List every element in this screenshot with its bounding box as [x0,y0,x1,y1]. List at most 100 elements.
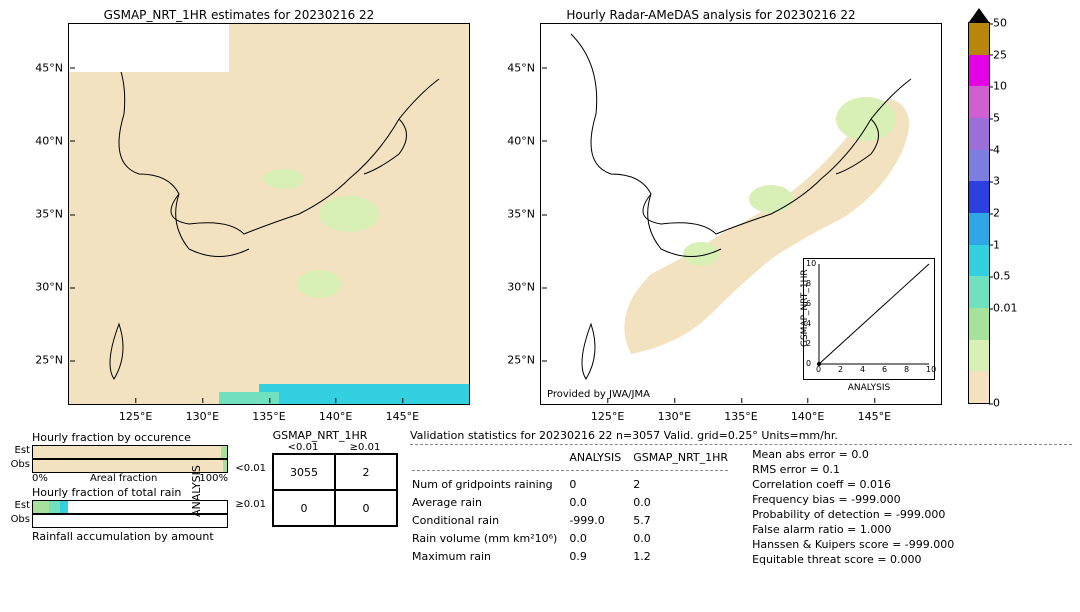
colorbar-seg [969,118,989,150]
metric-line: Equitable threat score = 0.000 [752,552,954,567]
coastline-left [69,24,469,404]
colorbar-seg [969,213,989,245]
sh2: GSMAP_NRT_1HR [633,449,738,465]
ytick: 45°N [507,61,541,74]
inset-xtick: 2 [838,365,843,374]
stats-cell: 0.0 [633,531,738,547]
metric-line: False alarm ratio = 1.000 [752,522,954,537]
xtick: 145°E [858,404,891,423]
right-map: GSMAP_NRT_1HR ANALYSIS 00224466881010 Pr… [540,23,942,405]
scatter-inset: GSMAP_NRT_1HR ANALYSIS 00224466881010 [803,258,935,380]
occurrence-bar: Est [32,445,228,459]
colorbar-seg [969,371,989,403]
colorbar-tick: 3 [993,175,1000,188]
ct-cell-00: 3055 [273,454,335,490]
bar-label: Obs [11,459,33,470]
colorbar-seg [969,150,989,182]
colorbar-over-triangle [969,8,989,22]
stats-column: Validation statistics for 20230216 22 n=… [410,429,1072,567]
colorbar-seg [969,23,989,55]
axis-1: Areal fraction [90,473,157,484]
colorbar-tick: 10 [993,80,1007,93]
inset-xtick: 0 [816,365,821,374]
colorbar-tick: 0 [993,397,1000,410]
attribution: Provided by JWA/JMA [547,389,650,400]
inset-xtick: 6 [882,365,887,374]
xtick: 145°E [386,404,419,423]
stats-cell: 0.0 [569,531,631,547]
stats-cell: 0.0 [569,495,631,511]
left-map: 45°N40°N35°N30°N25°N125°E130°E135°E140°E… [68,23,470,405]
stats-cell: Num of gridpoints raining [412,477,567,493]
ytick: 25°N [35,354,69,367]
inset-ytick: 2 [806,339,811,348]
stats-cell: -999.0 [569,513,631,529]
colorbar-seg [969,340,989,372]
colorbar: 502510543210.50.010 [968,8,1040,405]
ct-cell-11: 0 [335,490,397,526]
stats-cell: Rain volume (mm km²10⁶) [412,531,567,547]
inset-xtick: 8 [904,365,909,374]
inset-ytick: 4 [806,319,811,328]
colorbar-seg [969,86,989,118]
stats-cell: 0 [569,477,631,493]
right-map-title: Hourly Radar-AMeDAS analysis for 2023021… [480,8,942,22]
ct-row-0: <0.01 [235,463,266,474]
colorbar-seg [969,181,989,213]
inset-xtick: 10 [926,365,936,374]
xtick: 130°E [658,404,691,423]
colorbar-tick: 2 [993,207,1000,220]
left-map-title: GSMAP_NRT_1HR estimates for 20230216 22 [8,8,470,22]
bar-seg [221,446,227,458]
bar-seg [49,501,61,513]
scatter-inset-svg [804,259,934,379]
ct-cell-10: 0 [273,490,335,526]
inset-xlabel: ANALYSIS [804,383,934,393]
contingency-title: GSMAP_NRT_1HR [242,429,398,442]
xtick: 125°E [591,404,624,423]
left-map-panel: GSMAP_NRT_1HR estimates for 20230216 22 … [8,8,470,405]
ytick: 30°N [507,281,541,294]
metric-line: Frequency bias = -999.000 [752,492,954,507]
stats-cell: 2 [633,477,738,493]
stats-metrics: Mean abs error = 0.0RMS error = 0.1Corre… [752,447,954,567]
colorbar-bar: 502510543210.50.010 [968,22,990,404]
stats-cell: Conditional rain [412,513,567,529]
inset-ytick: 6 [806,299,811,308]
stats-title: Validation statistics for 20230216 22 n=… [410,429,1072,442]
colorbar-seg [969,308,989,340]
colorbar-tick: 50 [993,17,1007,30]
stats-cell: 5.7 [633,513,738,529]
ytick: 35°N [507,208,541,221]
sh1: ANALYSIS [569,449,631,465]
stats-cell: 0.9 [569,549,631,565]
ytick: 30°N [35,281,69,294]
accum-footer: Rainfall accumulation by amount [32,530,228,543]
colorbar-tick: 5 [993,112,1000,125]
stats-cell: Average rain [412,495,567,511]
xtick: 130°E [186,404,219,423]
ct-row-1: ≥0.01 [235,499,266,510]
colorbar-seg [969,55,989,87]
ytick: 25°N [507,354,541,367]
axis-2: 100% [199,473,228,484]
axis-0: 0% [32,473,48,484]
bar-seg [223,460,227,472]
stats-cell: 0.0 [633,495,738,511]
sh0 [412,449,567,465]
colorbar-tick: 0.5 [993,270,1011,283]
colorbar-tick: 0.01 [993,302,1018,315]
colorbar-tick: 4 [993,143,1000,156]
metric-line: Correlation coeff = 0.016 [752,477,954,492]
ytick: 35°N [35,208,69,221]
inset-ytick: 8 [806,279,811,288]
metric-line: Mean abs error = 0.0 [752,447,954,462]
colorbar-seg [969,245,989,277]
colorbar-seg [969,276,989,308]
metric-line: RMS error = 0.1 [752,462,954,477]
ct-cell-01: 2 [335,454,397,490]
contingency-col-labels: <0.01 ≥0.01 [272,442,398,453]
top-row: GSMAP_NRT_1HR estimates for 20230216 22 … [8,8,1072,405]
ytick: 40°N [35,134,69,147]
ytick: 40°N [507,134,541,147]
